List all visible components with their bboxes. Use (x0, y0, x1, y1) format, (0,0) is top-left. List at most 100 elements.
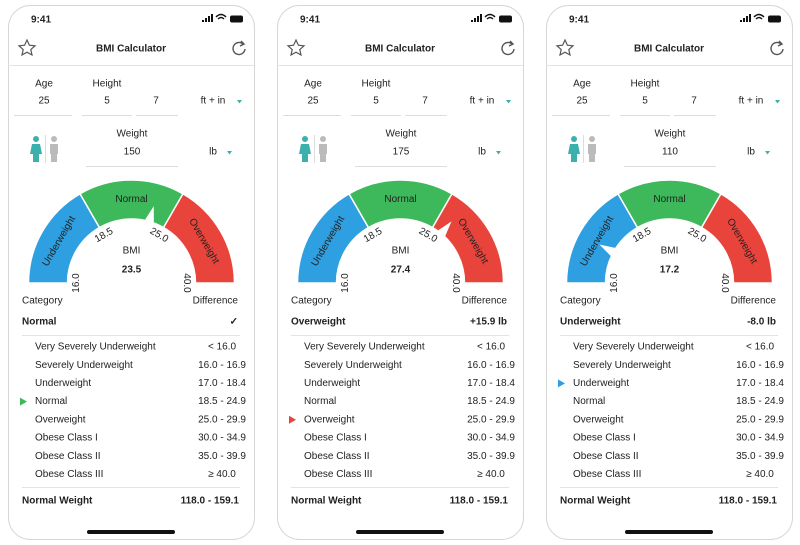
gauge-segment-label: Normal (115, 194, 147, 205)
difference-value: +15.9 lb (470, 317, 507, 328)
row-category: Obese Class II (35, 451, 101, 462)
status-time: 9:41 (300, 15, 320, 26)
gauge-segment-label: Normal (653, 194, 685, 205)
row-category: Obese Class III (304, 469, 372, 480)
signal-bar (740, 20, 742, 22)
gauge-segment-label: Normal (384, 194, 416, 205)
gauge-tick-label: 16.0 (71, 273, 82, 293)
gauge-tick-label: 40.0 (181, 273, 192, 293)
row-category: Overweight (573, 414, 624, 425)
row-category: Obese Class III (35, 469, 103, 480)
male-icon-head[interactable] (320, 136, 326, 142)
category-value: Underweight (560, 317, 621, 328)
height-in-value[interactable]: 7 (691, 96, 697, 107)
row-range: 16.0 - 16.9 (736, 360, 784, 371)
female-icon-head[interactable] (33, 136, 39, 142)
age-value[interactable]: 25 (307, 96, 319, 107)
age-value[interactable]: 25 (576, 96, 588, 107)
difference-value: ✓ (230, 317, 238, 328)
male-icon-body[interactable] (319, 144, 327, 162)
footer-label: Normal Weight (560, 496, 631, 507)
weight-value[interactable]: 150 (124, 147, 141, 158)
row-category: Underweight (304, 378, 360, 389)
weight-value[interactable]: 175 (393, 147, 410, 158)
home-indicator (625, 530, 713, 534)
height-label: Height (631, 79, 660, 90)
bmi-value: 17.2 (660, 265, 680, 276)
weight-label: Weight (386, 129, 417, 140)
star-button[interactable] (286, 38, 306, 57)
signal-bar (477, 16, 479, 22)
female-icon-body[interactable] (30, 144, 42, 162)
phone-screen: 9:41 BMI Calculator Age 25 Height 5 7 ft + in We… (277, 5, 524, 540)
female-icon-body[interactable] (568, 144, 580, 162)
row-category: Obese Class II (573, 451, 639, 462)
height-unit[interactable]: ft + in (201, 96, 226, 107)
male-icon-body[interactable] (588, 144, 596, 162)
male-icon-body[interactable] (50, 144, 58, 162)
row-range: 18.5 - 24.9 (198, 396, 246, 407)
row-range: 17.0 - 18.4 (467, 378, 515, 389)
row-category: Underweight (35, 378, 91, 389)
phone-frame (546, 5, 793, 540)
male-icon-head[interactable] (51, 136, 57, 142)
row-category: Severely Underweight (304, 360, 402, 371)
row-category: Very Severely Underweight (573, 342, 694, 353)
difference-value: -8.0 lb (747, 317, 776, 328)
category-header: Category (22, 296, 63, 307)
row-category: Severely Underweight (573, 360, 671, 371)
weight-unit[interactable]: lb (478, 147, 486, 158)
weight-value[interactable]: 110 (662, 147, 678, 158)
wifi-icon (215, 13, 227, 20)
height-in-value[interactable]: 7 (153, 96, 159, 107)
height-unit[interactable]: ft + in (470, 96, 495, 107)
height-in-value[interactable]: 7 (422, 96, 428, 107)
weight-label: Weight (655, 129, 686, 140)
height-ft-value[interactable]: 5 (104, 96, 110, 107)
female-icon-head[interactable] (302, 136, 308, 142)
row-range: ≥ 40.0 (746, 469, 774, 480)
weight-unit[interactable]: lb (209, 147, 217, 158)
female-icon-head[interactable] (571, 136, 577, 142)
height-ft-value[interactable]: 5 (373, 96, 379, 107)
male-icon-head[interactable] (589, 136, 595, 142)
phone-screen: 9:41 BMI Calculator Age 25 Height 5 7 ft + in We… (8, 5, 255, 540)
dropdown-arrow (496, 151, 501, 155)
nav-title: BMI Calculator (634, 44, 704, 55)
dropdown-arrow (775, 100, 780, 104)
row-range: 35.0 - 39.9 (467, 451, 515, 462)
star-button[interactable] (17, 38, 37, 57)
difference-header: Difference (462, 296, 508, 307)
age-label: Age (304, 79, 322, 90)
nav-title: BMI Calculator (96, 44, 166, 55)
row-range: 35.0 - 39.9 (198, 451, 246, 462)
row-range: 25.0 - 29.9 (467, 414, 515, 425)
row-range: 30.0 - 34.9 (467, 433, 515, 444)
row-range: 17.0 - 18.4 (736, 378, 784, 389)
row-range: ≥ 40.0 (477, 469, 505, 480)
row-range: 16.0 - 16.9 (467, 360, 515, 371)
category-value: Normal (22, 317, 57, 328)
height-unit[interactable]: ft + in (739, 96, 764, 107)
selected-row-marker (289, 415, 296, 424)
height-ft-value[interactable]: 5 (642, 96, 648, 107)
footer-value: 118.0 - 159.1 (181, 496, 240, 507)
selected-row-marker (20, 397, 27, 406)
footer-label: Normal Weight (291, 496, 362, 507)
signal-bar (205, 18, 207, 22)
refresh-button[interactable] (501, 40, 515, 56)
gauge-segment (700, 192, 774, 284)
footer-label: Normal Weight (22, 496, 93, 507)
refresh-button[interactable] (770, 40, 784, 56)
age-value[interactable]: 25 (38, 96, 50, 107)
row-range: 16.0 - 16.9 (198, 360, 246, 371)
refresh-button[interactable] (232, 40, 246, 56)
row-range: ≥ 40.0 (208, 469, 236, 480)
bmi-value: 23.5 (122, 265, 142, 276)
star-button[interactable] (555, 38, 575, 57)
female-icon-body[interactable] (299, 144, 311, 162)
category-header: Category (291, 296, 332, 307)
weight-unit[interactable]: lb (747, 147, 755, 158)
signal-bar (474, 18, 476, 22)
